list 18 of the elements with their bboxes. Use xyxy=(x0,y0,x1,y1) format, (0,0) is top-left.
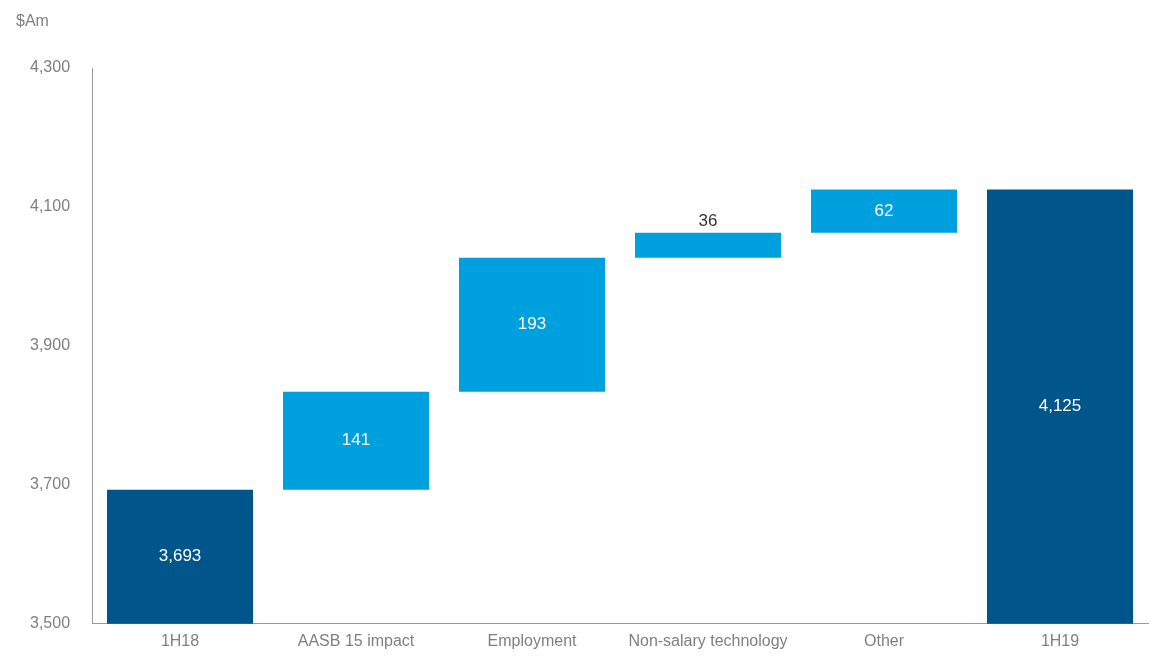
data-label: 193 xyxy=(517,314,547,334)
x-tick-label: 1H18 xyxy=(160,631,200,649)
data-label: 4,125 xyxy=(1038,396,1082,416)
data-label: 141 xyxy=(341,430,371,450)
y-axis-title: $Am xyxy=(16,12,49,30)
data-label: 62 xyxy=(874,200,894,220)
x-tick-label: Non-salary technology xyxy=(628,631,788,649)
y-tick-label: 4,100 xyxy=(29,197,71,215)
y-tick-label: 3,700 xyxy=(29,475,71,493)
data-label: 36 xyxy=(698,210,718,230)
x-tick-label: Other xyxy=(864,631,905,649)
x-tick-label: 1H19 xyxy=(1040,631,1080,649)
x-tick-label: Employment xyxy=(487,631,578,649)
x-tick-label: AASB 15 impact xyxy=(297,631,415,649)
y-tick-label: 4,300 xyxy=(29,58,71,76)
y-tick-label: 3,500 xyxy=(29,614,71,632)
data-label: 3,693 xyxy=(158,546,202,566)
y-tick-label: 3,900 xyxy=(29,336,71,354)
